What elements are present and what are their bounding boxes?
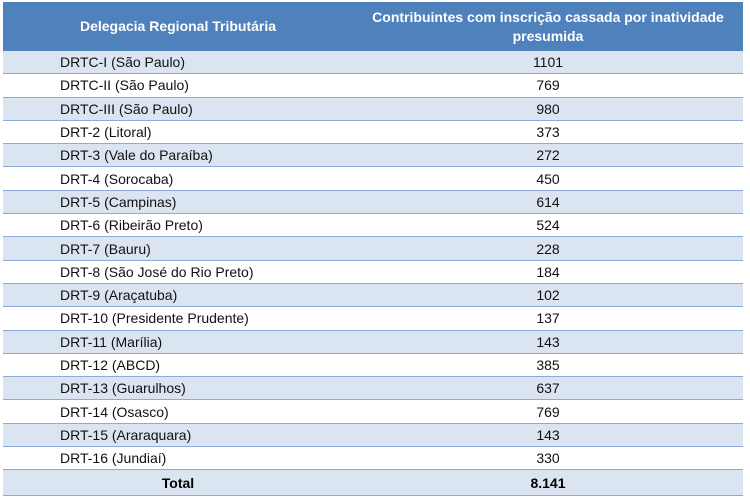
region-cell: DRT-2 (Litoral) bbox=[3, 120, 353, 145]
total-row: Total 8.141 bbox=[3, 469, 743, 497]
table-header: Delegacia Regional Tributária Contribuin… bbox=[3, 2, 743, 51]
count-cell: 1101 bbox=[353, 51, 743, 75]
header-region: Delegacia Regional Tributária bbox=[3, 2, 353, 51]
total-value: 8.141 bbox=[353, 469, 743, 497]
table-row: DRTC-I (São Paulo) 1101 bbox=[3, 51, 743, 75]
count-cell: 137 bbox=[353, 306, 743, 331]
region-cell: DRT-16 (Jundiaí) bbox=[3, 446, 353, 471]
table-row: DRT-8 (São José do Rio Preto) 184 bbox=[3, 260, 743, 284]
region-cell: DRT-3 (Vale do Paraíba) bbox=[3, 143, 353, 168]
table-row: DRT-3 (Vale do Paraíba) 272 bbox=[3, 143, 743, 168]
tax-registration-table: Delegacia Regional Tributária Contribuin… bbox=[3, 2, 743, 497]
table-row: DRT-10 (Presidente Prudente) 137 bbox=[3, 306, 743, 331]
table-row: DRT-16 (Jundiaí) 330 bbox=[3, 446, 743, 471]
region-cell: DRT-11 (Marília) bbox=[3, 330, 353, 354]
table-row: DRTC-II (São Paulo) 769 bbox=[3, 73, 743, 98]
table-row: DRT-11 (Marília) 143 bbox=[3, 330, 743, 354]
count-cell: 614 bbox=[353, 190, 743, 215]
count-cell: 524 bbox=[353, 213, 743, 238]
region-cell: DRT-15 (Araraquara) bbox=[3, 423, 353, 448]
region-cell: DRT-9 (Araçatuba) bbox=[3, 283, 353, 308]
count-cell: 184 bbox=[353, 260, 743, 284]
region-cell: DRT-14 (Osasco) bbox=[3, 399, 353, 424]
count-cell: 769 bbox=[353, 399, 743, 424]
table-row: DRT-6 (Ribeirão Preto) 524 bbox=[3, 213, 743, 238]
table-row: DRT-7 (Bauru) 228 bbox=[3, 236, 743, 261]
region-cell: DRT-6 (Ribeirão Preto) bbox=[3, 213, 353, 238]
count-cell: 228 bbox=[353, 236, 743, 261]
region-cell: DRT-13 (Guarulhos) bbox=[3, 376, 353, 401]
region-cell: DRT-8 (São José do Rio Preto) bbox=[3, 260, 353, 284]
region-cell: DRTC-II (São Paulo) bbox=[3, 73, 353, 98]
count-cell: 980 bbox=[353, 97, 743, 121]
count-cell: 272 bbox=[353, 143, 743, 168]
region-cell: DRT-10 (Presidente Prudente) bbox=[3, 306, 353, 331]
count-cell: 102 bbox=[353, 283, 743, 308]
region-cell: DRTC-III (São Paulo) bbox=[3, 97, 353, 121]
table-row: DRTC-III (São Paulo) 980 bbox=[3, 97, 743, 121]
table-row: DRT-5 (Campinas) 614 bbox=[3, 190, 743, 215]
header-row: Delegacia Regional Tributária Contribuin… bbox=[3, 2, 743, 51]
count-cell: 373 bbox=[353, 120, 743, 145]
table-row: DRT-14 (Osasco) 769 bbox=[3, 399, 743, 424]
count-cell: 143 bbox=[353, 423, 743, 448]
table-row: DRT-9 (Araçatuba) 102 bbox=[3, 283, 743, 308]
total-label: Total bbox=[3, 469, 353, 497]
count-cell: 450 bbox=[353, 166, 743, 191]
count-cell: 769 bbox=[353, 73, 743, 98]
header-count: Contribuintes com inscrição cassada por … bbox=[353, 2, 743, 51]
table-row: DRT-15 (Araraquara) 143 bbox=[3, 423, 743, 448]
count-cell: 330 bbox=[353, 446, 743, 471]
table-body: DRTC-I (São Paulo) 1101 DRTC-II (São Paulo… bbox=[3, 51, 743, 471]
table-footer: Total 8.141 bbox=[3, 469, 743, 497]
table-row: DRT-13 (Guarulhos) 637 bbox=[3, 376, 743, 401]
count-cell: 637 bbox=[353, 376, 743, 401]
table-row: DRT-12 (ABCD) 385 bbox=[3, 353, 743, 378]
region-cell: DRT-12 (ABCD) bbox=[3, 353, 353, 378]
region-cell: DRTC-I (São Paulo) bbox=[3, 51, 353, 75]
region-cell: DRT-7 (Bauru) bbox=[3, 236, 353, 261]
table-row: DRT-4 (Sorocaba) 450 bbox=[3, 166, 743, 191]
table-container: Delegacia Regional Tributária Contribuin… bbox=[3, 2, 743, 497]
region-cell: DRT-4 (Sorocaba) bbox=[3, 166, 353, 191]
table-row: DRT-2 (Litoral) 373 bbox=[3, 120, 743, 145]
region-cell: DRT-5 (Campinas) bbox=[3, 190, 353, 215]
count-cell: 385 bbox=[353, 353, 743, 378]
count-cell: 143 bbox=[353, 330, 743, 354]
